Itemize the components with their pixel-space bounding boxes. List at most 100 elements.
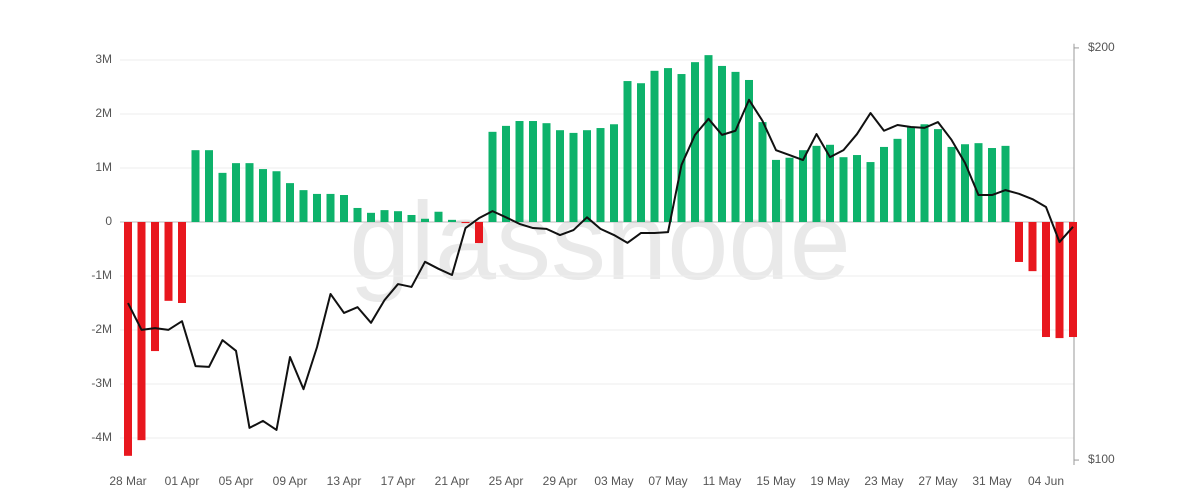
bar: [583, 130, 591, 222]
bar: [691, 62, 699, 222]
bar: [731, 71, 740, 222]
bar: [866, 162, 875, 222]
bar: [637, 83, 645, 222]
x-tick-label: 27 May: [918, 474, 957, 488]
bar: [596, 128, 605, 222]
bar: [475, 222, 483, 244]
bar: [259, 169, 267, 222]
bar: [380, 210, 389, 222]
bar: [745, 79, 753, 222]
bar: [853, 155, 861, 222]
x-tick-label: 28 Mar: [109, 474, 146, 488]
y-tick-label: 3M: [95, 52, 112, 66]
bar: [326, 193, 335, 222]
bar: [178, 222, 186, 303]
bar: [461, 222, 470, 224]
x-tick-label: 21 Apr: [435, 474, 470, 488]
bar: [1001, 145, 1010, 222]
bar: [515, 121, 524, 222]
y2-tick-label: $200: [1088, 40, 1115, 54]
x-tick-label: 07 May: [648, 474, 687, 488]
bar: [556, 130, 564, 222]
bar: [245, 163, 254, 222]
bar: [893, 138, 902, 222]
bar: [394, 211, 402, 222]
x-tick-label: 29 Apr: [543, 474, 578, 488]
bar: [124, 222, 132, 456]
y2-tick-label: $100: [1088, 452, 1115, 466]
x-tick-label: 09 Apr: [273, 474, 308, 488]
bar: [1015, 222, 1023, 262]
bar: [826, 144, 834, 222]
bar: [367, 212, 375, 222]
x-tick-label: 19 May: [810, 474, 849, 488]
bar: [772, 159, 780, 222]
bar: [1055, 222, 1064, 339]
bar: [988, 148, 996, 222]
bar: [151, 222, 159, 352]
bar: [677, 74, 686, 222]
bar: [961, 144, 969, 222]
bar: [907, 126, 915, 222]
bar: [232, 163, 240, 222]
x-tick-label: 23 May: [864, 474, 903, 488]
bar: [448, 219, 456, 222]
bar: [434, 211, 443, 222]
y-tick-label: 0: [105, 214, 112, 228]
bar: [191, 150, 200, 222]
bar: [542, 123, 551, 222]
bar: [502, 125, 510, 222]
bar: [704, 55, 713, 222]
bar: [353, 207, 362, 222]
bar: [664, 68, 672, 222]
bar: [299, 190, 308, 222]
bar: [785, 157, 794, 222]
y-tick-label: -1M: [91, 268, 112, 282]
bar: [799, 150, 807, 222]
bar: [812, 145, 821, 222]
bar: [934, 129, 942, 222]
x-tick-label: 31 May: [972, 474, 1011, 488]
bar: [569, 132, 578, 222]
bar: [205, 150, 213, 222]
bar: [1042, 222, 1050, 338]
x-tick-label: 11 May: [703, 474, 741, 488]
bar: [880, 146, 888, 222]
bar: [920, 124, 929, 222]
y-tick-label: -4M: [91, 430, 112, 444]
bar: [137, 222, 146, 441]
y-tick-label: -3M: [91, 376, 112, 390]
y-tick-label: 2M: [95, 106, 112, 120]
bar: [623, 81, 632, 222]
bar: [974, 143, 983, 222]
bar: [650, 70, 659, 222]
bar: [758, 122, 767, 222]
bar: [1069, 222, 1077, 338]
bar: [407, 214, 416, 222]
bar: [610, 124, 618, 222]
x-tick-label: 25 Apr: [489, 474, 524, 488]
x-tick-label: 15 May: [756, 474, 795, 488]
y-tick-label: 1M: [95, 160, 112, 174]
y-tick-label: -2M: [91, 322, 112, 336]
x-tick-label: 13 Apr: [327, 474, 362, 488]
bar: [488, 131, 497, 222]
bar: [529, 121, 537, 222]
bar: [218, 172, 227, 222]
x-tick-label: 01 Apr: [165, 474, 200, 488]
x-tick-label: 05 Apr: [219, 474, 254, 488]
bar: [421, 218, 429, 222]
bar: [340, 195, 348, 222]
bar: [947, 146, 956, 222]
bar: [272, 171, 281, 222]
bar: [164, 222, 173, 301]
x-tick-label: 04 Jun: [1028, 474, 1064, 488]
bar: [718, 65, 726, 222]
price-line: [127, 98, 1074, 431]
x-tick-label: 03 May: [594, 474, 633, 488]
x-tick-label: 17 Apr: [381, 474, 416, 488]
bar: [839, 157, 848, 222]
bar: [286, 183, 294, 222]
bar: [313, 193, 321, 222]
